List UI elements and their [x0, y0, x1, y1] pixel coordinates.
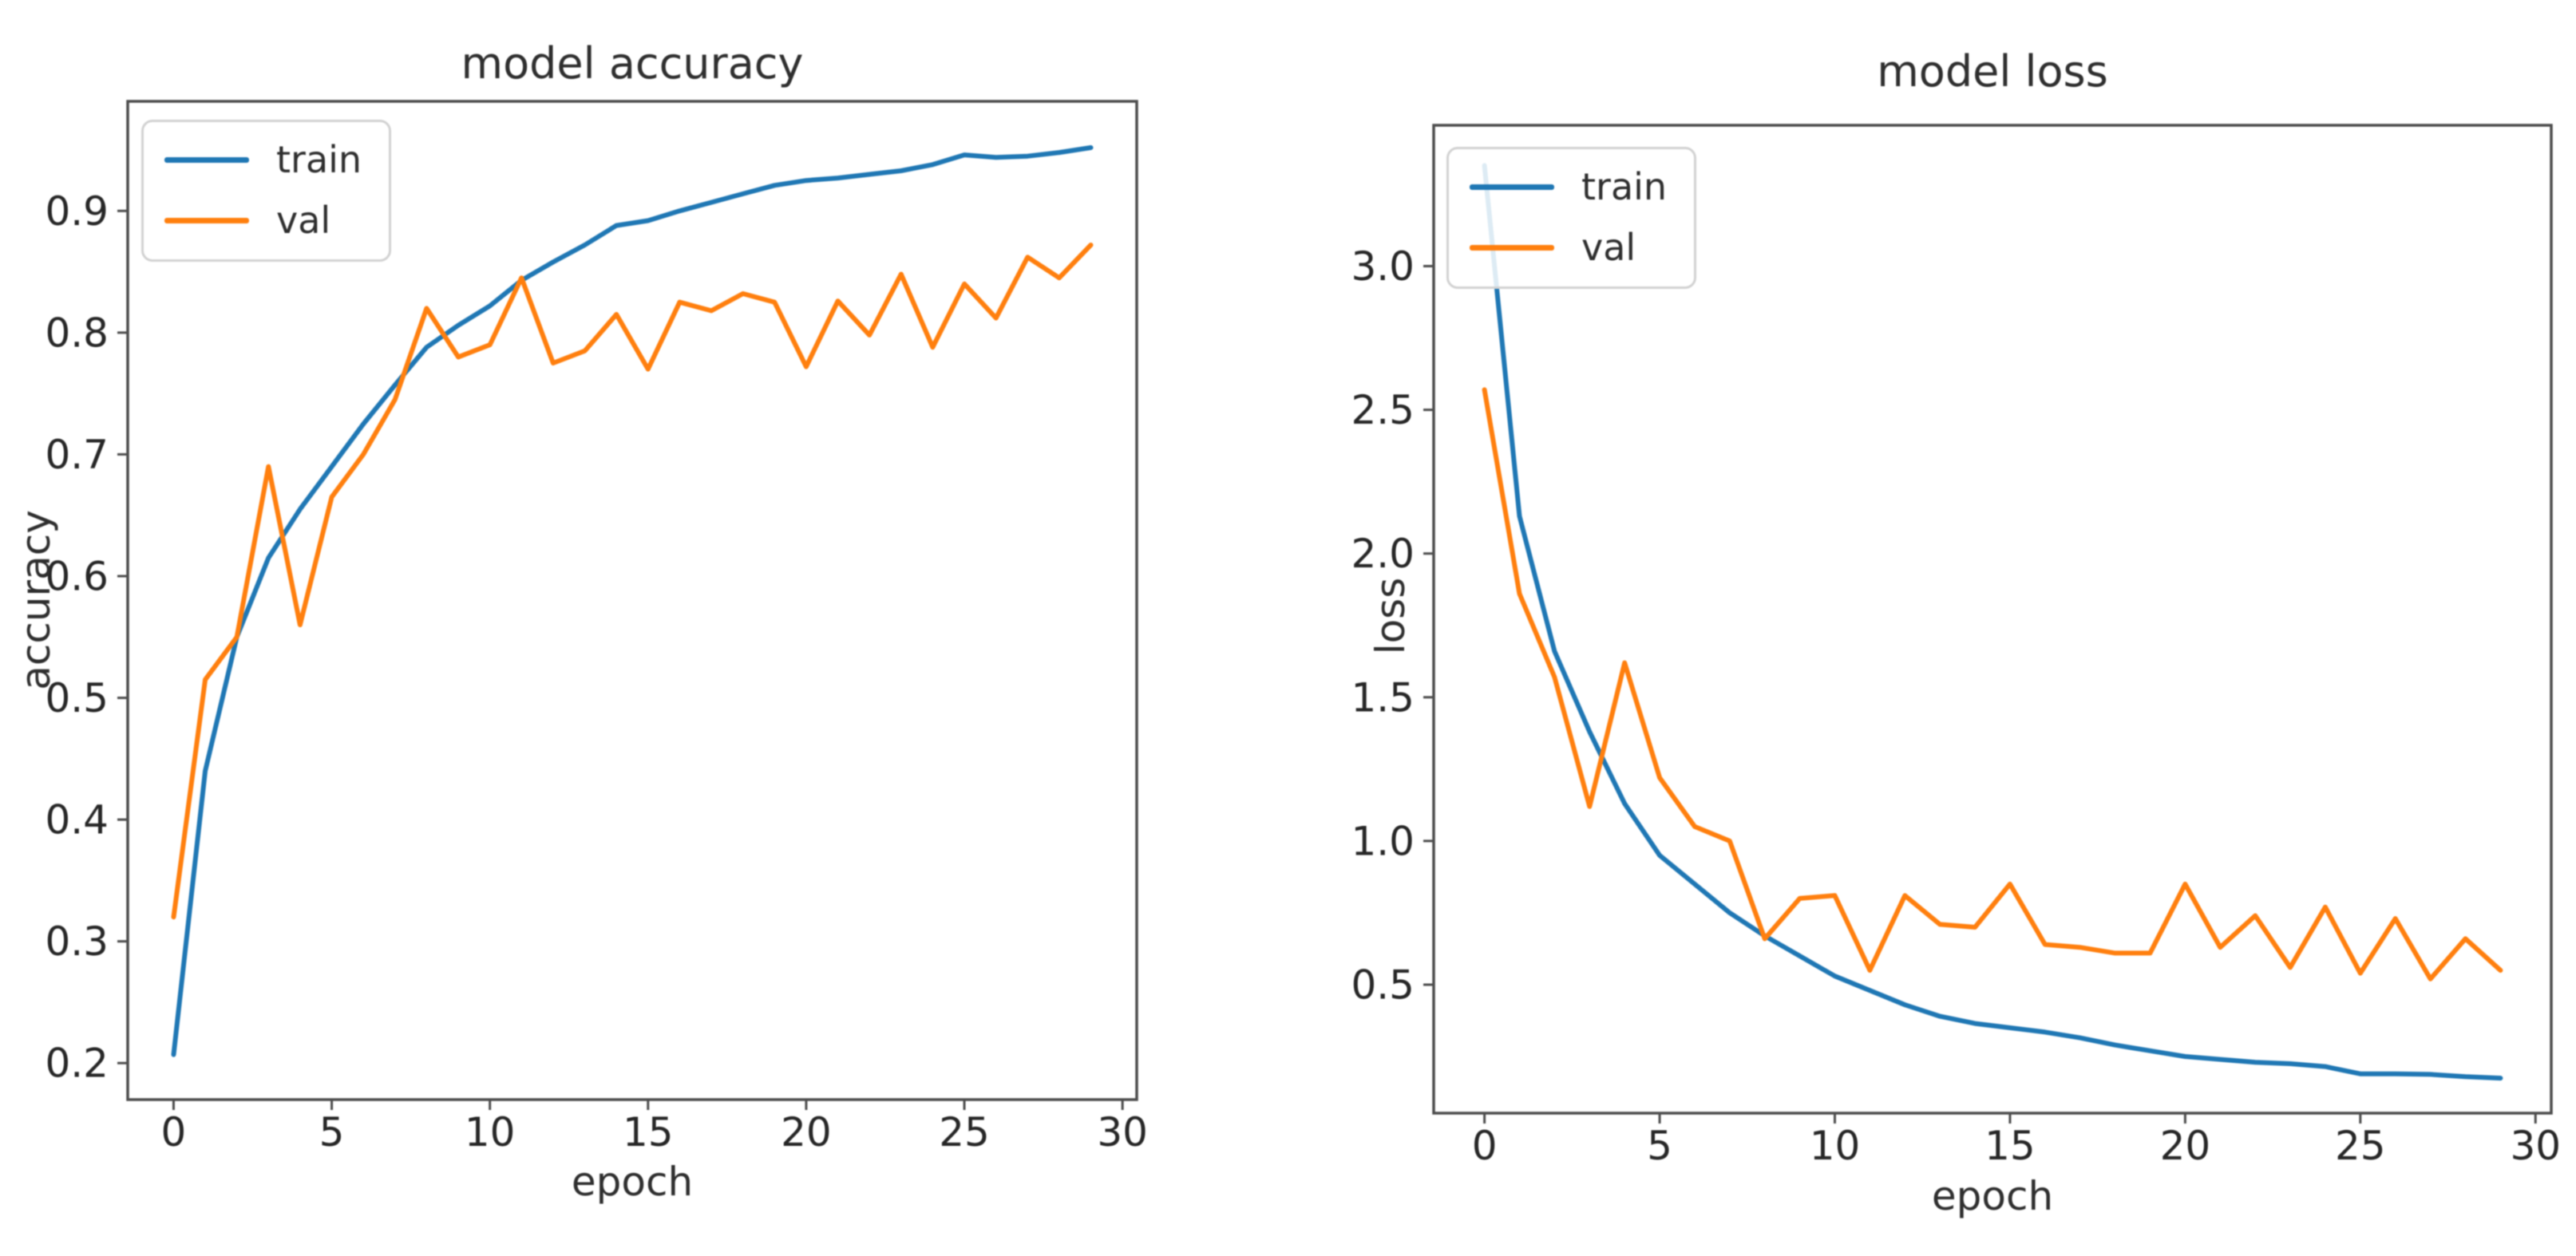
x-tick-label: 15: [1984, 1123, 2036, 1169]
y-tick-label: 1.0: [1351, 818, 1415, 864]
y-tick-label: 0.6: [45, 553, 109, 599]
legend-entry-val: val: [1470, 229, 1667, 266]
x-tick-label: 30: [2510, 1123, 2561, 1169]
x-tick-label: 5: [1647, 1123, 1672, 1169]
axes-box: [1432, 124, 2553, 1115]
y-tick-label: 1.5: [1351, 674, 1415, 721]
y-tick-label: 0.8: [45, 310, 109, 356]
train-line: [1482, 163, 2503, 1081]
legend-entry-val: val: [164, 202, 362, 239]
y-tick-label: 0.7: [45, 432, 109, 478]
legend: train val: [1446, 147, 1697, 289]
legend-entry-train: train: [1470, 168, 1667, 205]
y-tick-label: 0.5: [1351, 962, 1415, 1008]
val-line: [1482, 387, 2503, 981]
x-tick-label: 0: [161, 1109, 187, 1155]
x-tick-label: 20: [2160, 1123, 2211, 1169]
legend: train val: [141, 120, 392, 262]
val-line: [171, 243, 1094, 920]
legend-label: train: [1581, 165, 1668, 208]
x-tick-label: 25: [2335, 1123, 2386, 1169]
y-tick-label: 2.5: [1351, 387, 1415, 433]
x-tick-label: 15: [623, 1109, 674, 1155]
x-tick-label: 10: [1810, 1123, 1861, 1169]
chart-title: model loss: [1877, 46, 2108, 97]
y-axis-label: loss: [1367, 577, 1414, 655]
legend-label: val: [1581, 226, 1636, 269]
x-tick-label: 0: [1472, 1123, 1498, 1169]
train-line: [171, 145, 1094, 1057]
y-tick-label: 0.9: [45, 188, 109, 235]
val-line-sample: [164, 217, 249, 223]
x-tick-label: 20: [781, 1109, 832, 1155]
train-line-sample: [1470, 184, 1554, 190]
x-axis-label: epoch: [1931, 1173, 2054, 1219]
x-tick-label: 5: [319, 1109, 345, 1155]
y-tick-label: 0.2: [45, 1041, 109, 1087]
chart-title: model accuracy: [461, 38, 804, 89]
val-line-sample: [1470, 244, 1554, 251]
y-tick-label: 0.5: [45, 675, 109, 721]
x-tick-label: 10: [465, 1109, 516, 1155]
legend-label: train: [276, 138, 362, 181]
y-tick-label: 2.0: [1351, 531, 1415, 577]
x-axis-label: epoch: [571, 1159, 694, 1205]
legend-entry-train: train: [164, 141, 362, 178]
x-tick-label: 30: [1097, 1109, 1148, 1155]
axes-box: [126, 100, 1138, 1101]
train-line-sample: [164, 156, 249, 163]
y-tick-label: 0.3: [45, 918, 109, 965]
legend-label: val: [276, 199, 331, 242]
y-tick-label: 3.0: [1351, 243, 1415, 290]
y-tick-label: 0.4: [45, 797, 109, 843]
x-tick-label: 25: [939, 1109, 990, 1155]
